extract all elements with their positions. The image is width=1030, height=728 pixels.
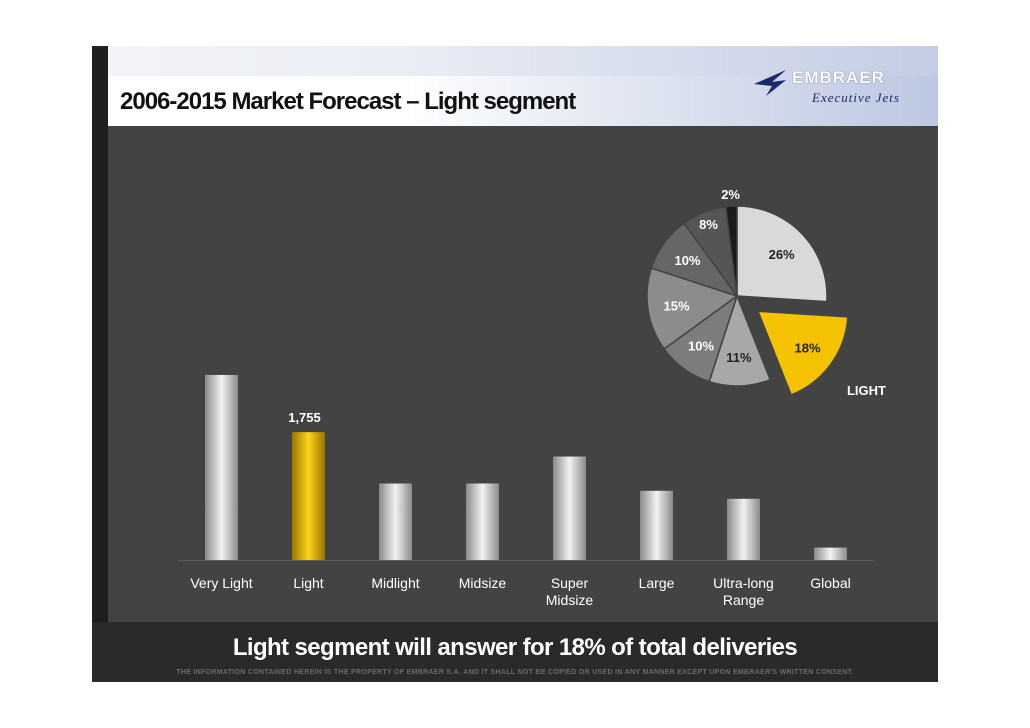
data-label-light: 1,755 — [288, 410, 321, 425]
pie-label-2: 18% — [795, 340, 821, 355]
disclaimer-text: THE INFORMATION CONTAINED HEREIN IS THE … — [176, 669, 854, 676]
bullet-arrow-icon — [92, 98, 98, 110]
tick-label-super-midsize-line1: Super — [551, 575, 589, 591]
bar-light — [292, 432, 325, 560]
tick-label-very-light: Very Light — [190, 575, 252, 591]
footer-band — [92, 622, 938, 682]
pie-slice-5 — [646, 267, 739, 350]
pie-chart: 26% 18% LIGHT 11% 10% 15% 10% 8%2% — [646, 187, 886, 398]
bar-midlight — [379, 483, 412, 560]
pie-label-5: 15% — [664, 299, 690, 314]
bar-midsize — [466, 483, 499, 560]
bar-super-midsize — [553, 456, 586, 560]
pie-label-3: 11% — [726, 350, 752, 365]
tick-label-ultra-long-range-line2: Range — [723, 592, 764, 608]
logo-name: EMBRAER — [792, 68, 885, 87]
bar-very-light — [205, 374, 238, 560]
pie-slice-2 — [756, 310, 849, 396]
pie-label-8: 2% — [721, 187, 740, 202]
slide: 2006-2015 Market Forecast – Light segmen… — [92, 46, 938, 682]
tick-label-super-midsize-line2: Midsize — [546, 592, 594, 608]
slide-title: 2006-2015 Market Forecast – Light segmen… — [120, 88, 576, 115]
tick-label-large: Large — [639, 575, 675, 591]
tick-label-global: Global — [810, 575, 850, 591]
tick-label-midsize: Midsize — [459, 575, 507, 591]
pie-label-7: 8% — [699, 217, 718, 232]
title-bar-highlight — [108, 46, 938, 76]
embraer-logo-mark-icon — [754, 70, 786, 96]
conclusion-text: Light segment will answer for 18% of tot… — [232, 634, 798, 661]
bar-large — [640, 490, 673, 560]
embraer-logo: EMBRAER Executive Jets — [752, 64, 932, 114]
pie-label-6: 10% — [674, 253, 700, 268]
bar-global — [814, 547, 847, 560]
pie-slice-8 — [724, 205, 738, 297]
pie-label-4: 10% — [688, 339, 714, 354]
tick-label-midlight: Midlight — [371, 575, 419, 591]
tick-label-light: Light — [293, 575, 323, 591]
pie-slice-1 — [736, 205, 828, 303]
logo-subtitle: Executive Jets — [812, 90, 900, 105]
pie-label-1: 26% — [769, 247, 795, 262]
pie-callout-light: LIGHT — [847, 383, 886, 398]
tick-label-ultra-long-range-line1: Ultra-long — [713, 575, 774, 591]
left-strip — [92, 46, 108, 682]
bar-ultra-long-range — [727, 498, 760, 560]
